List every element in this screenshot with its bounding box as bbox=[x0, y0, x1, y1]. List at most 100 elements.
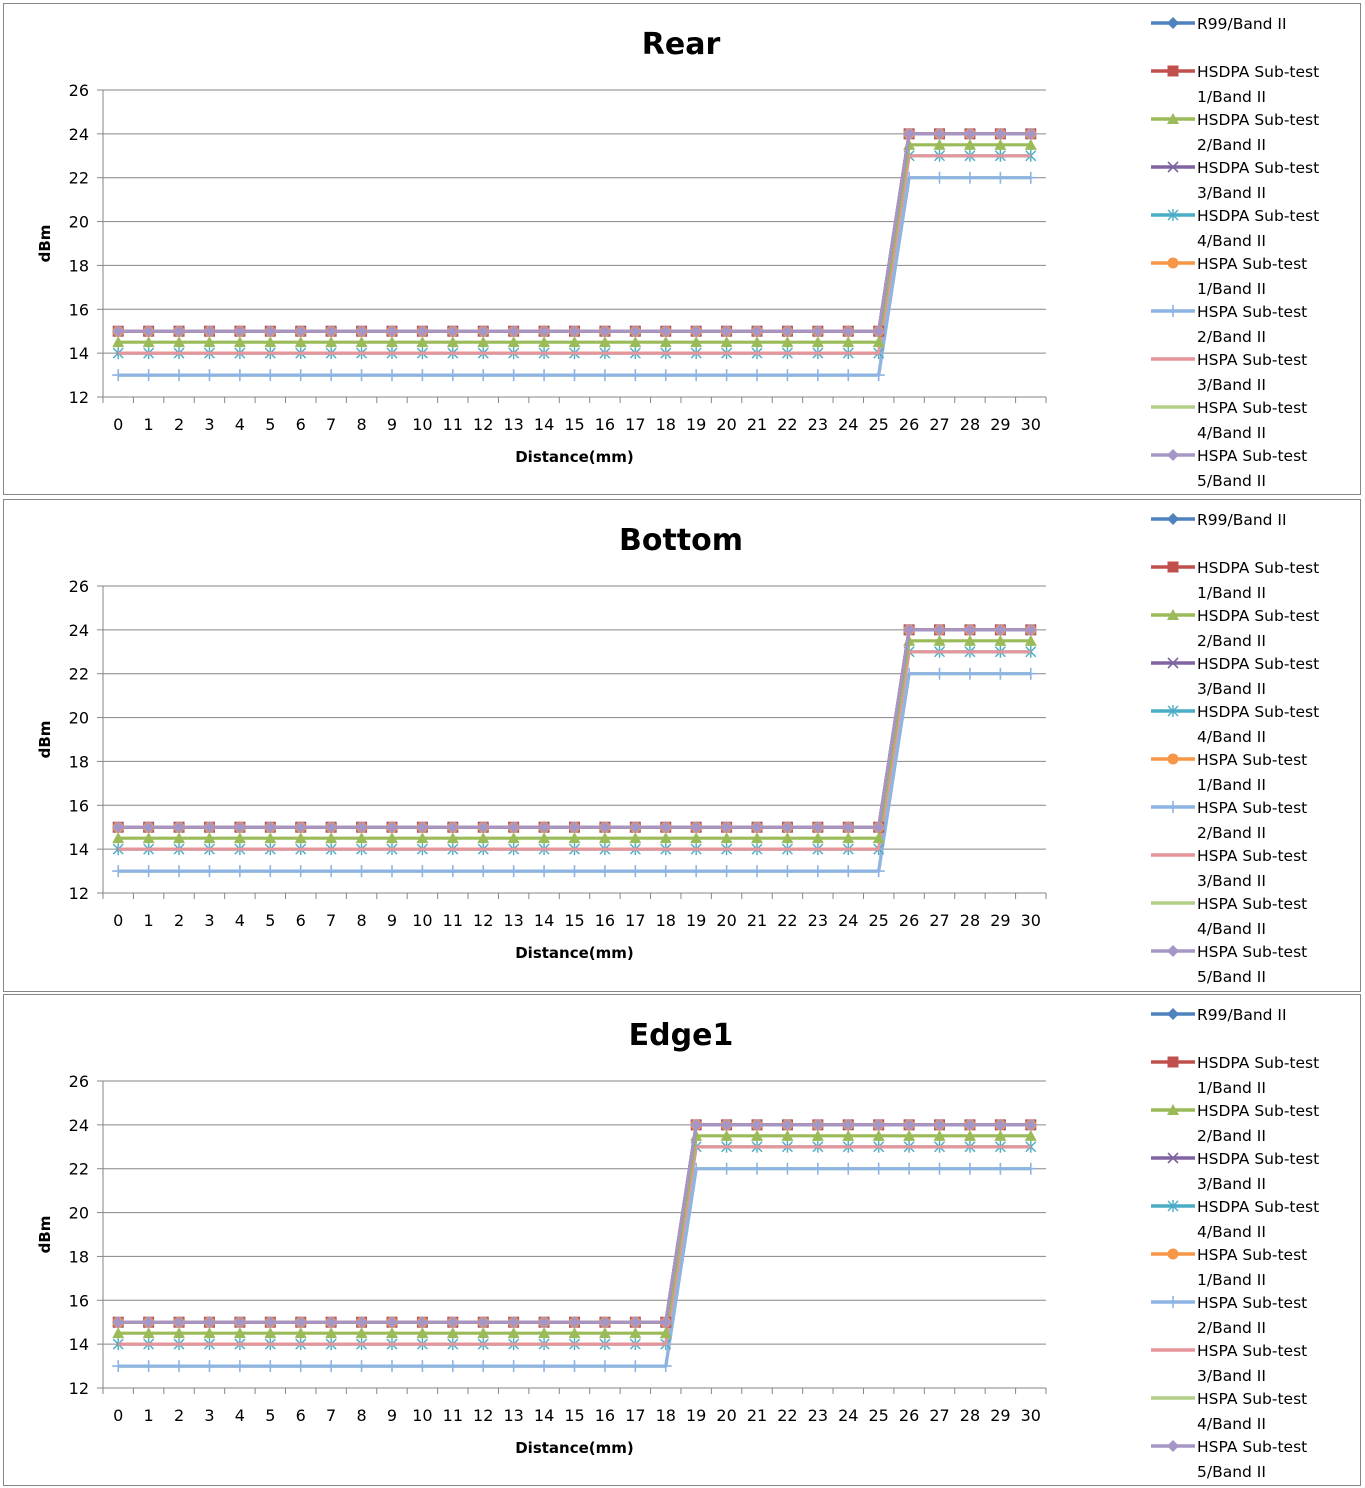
data-point bbox=[294, 821, 307, 834]
x-tick-label: 10 bbox=[412, 911, 432, 930]
legend-marker bbox=[1167, 609, 1179, 620]
data-point bbox=[568, 821, 581, 834]
chart-panel-edge1: Edge1 12 14 16 18 20 22 24 26 0 1 2 3 4 5 6 7 8 9 10 11 12 13 1… bbox=[3, 994, 1361, 1486]
y-tick-label: 20 bbox=[69, 213, 89, 232]
data-point bbox=[233, 821, 246, 834]
series-hspa-sub-test-2-band-ii bbox=[112, 1162, 1037, 1373]
data-point bbox=[720, 325, 733, 338]
data-point bbox=[781, 865, 794, 878]
legend-label-line1: R99/Band II bbox=[1197, 1006, 1287, 1024]
data-point bbox=[811, 821, 824, 834]
data-point bbox=[933, 171, 946, 184]
data-point bbox=[477, 821, 490, 834]
data-point bbox=[933, 667, 946, 680]
series-hspa-sub-test-1-band-ii bbox=[112, 1119, 1037, 1328]
legend-label-line2: 1/Band II bbox=[1197, 776, 1266, 794]
legend-label: HSDPA Sub-test 1/Band II bbox=[1197, 60, 1357, 110]
data-point bbox=[811, 865, 824, 878]
legend-label-line1: HSPA Sub-test bbox=[1197, 799, 1308, 817]
legend-swatch bbox=[1151, 357, 1195, 361]
x-tick-label: 0 bbox=[113, 1406, 123, 1425]
legend-swatch bbox=[1151, 705, 1195, 717]
data-point bbox=[720, 821, 733, 834]
legend-label-line2: 2/Band II bbox=[1197, 824, 1266, 842]
data-point bbox=[994, 1129, 1007, 1141]
data-point bbox=[720, 1129, 733, 1141]
data-point bbox=[781, 1129, 794, 1141]
x-tick-label: 30 bbox=[1021, 1406, 1041, 1425]
data-point bbox=[325, 369, 338, 382]
x-tick-label: 13 bbox=[503, 415, 523, 434]
data-point bbox=[1024, 1162, 1037, 1175]
data-point bbox=[933, 1129, 946, 1141]
legend-label: HSPA Sub-test 5/Band II bbox=[1197, 940, 1357, 990]
y-tick-label: 16 bbox=[69, 300, 89, 319]
legend-label-line2: 3/Band II bbox=[1197, 872, 1266, 890]
x-tick-label: 1 bbox=[144, 911, 154, 930]
data-point bbox=[568, 336, 581, 348]
legend-item: R99/Band II bbox=[1147, 506, 1359, 554]
x-tick-label: 20 bbox=[716, 911, 736, 930]
legend-marker bbox=[1167, 801, 1179, 813]
legend-marker bbox=[1167, 257, 1179, 269]
y-tick-label: 14 bbox=[69, 344, 89, 363]
series-line bbox=[118, 1123, 1031, 1324]
legend-swatch bbox=[1151, 853, 1195, 857]
data-point bbox=[507, 369, 520, 382]
data-point bbox=[538, 336, 551, 348]
y-tick-label: 14 bbox=[69, 840, 89, 859]
x-tick-label: 28 bbox=[960, 1406, 980, 1425]
series-line bbox=[118, 1134, 1031, 1335]
legend-item: HSPA Sub-test 2/Band II bbox=[1147, 1289, 1359, 1337]
legend-label: R99/Band II bbox=[1197, 508, 1357, 533]
data-point bbox=[872, 1162, 885, 1175]
data-point bbox=[629, 1360, 642, 1373]
legend-marker bbox=[1167, 561, 1179, 573]
data-point bbox=[294, 325, 307, 338]
series-hspa-sub-test-5-band-ii bbox=[112, 127, 1037, 338]
data-point bbox=[446, 336, 459, 348]
legend-item: HSDPA Sub-test 1/Band II bbox=[1147, 1049, 1359, 1097]
series-line bbox=[118, 154, 1031, 355]
x-tick-label: 19 bbox=[686, 911, 706, 930]
data-point bbox=[659, 1316, 672, 1329]
legend-marker bbox=[1167, 1056, 1179, 1068]
data-point bbox=[264, 821, 277, 834]
legend-item: HSPA Sub-test 4/Band II bbox=[1147, 394, 1359, 442]
data-point bbox=[872, 1118, 885, 1131]
x-tick-label: 29 bbox=[990, 1406, 1010, 1425]
legend-marker bbox=[1167, 1440, 1179, 1452]
data-point bbox=[416, 1327, 429, 1339]
legend-label-line1: HSDPA Sub-test bbox=[1197, 111, 1320, 129]
legend-marker bbox=[1167, 305, 1179, 317]
data-point bbox=[325, 832, 338, 844]
data-point bbox=[629, 1327, 642, 1339]
legend-swatch bbox=[1151, 1056, 1195, 1068]
x-tick-label: 12 bbox=[473, 415, 493, 434]
data-point bbox=[598, 832, 611, 844]
x-tick-label: 17 bbox=[625, 415, 645, 434]
data-point bbox=[903, 623, 916, 636]
legend-label-line1: HSDPA Sub-test bbox=[1197, 1150, 1320, 1168]
legend-label-line2: 4/Band II bbox=[1197, 920, 1266, 938]
data-point bbox=[1024, 1129, 1037, 1141]
legend-marker bbox=[1167, 449, 1179, 461]
data-point bbox=[264, 325, 277, 338]
x-tick-label: 28 bbox=[960, 911, 980, 930]
x-tick-label: 11 bbox=[443, 1406, 463, 1425]
data-point bbox=[538, 1327, 551, 1339]
series-line bbox=[118, 1123, 1031, 1324]
y-tick-label: 20 bbox=[69, 709, 89, 728]
legend-item: R99/Band II bbox=[1147, 10, 1359, 58]
x-tick-label: 9 bbox=[387, 415, 397, 434]
x-tick-label: 29 bbox=[990, 911, 1010, 930]
legend-label: HSPA Sub-test 3/Band II bbox=[1197, 844, 1357, 894]
data-point bbox=[963, 138, 976, 150]
data-point bbox=[811, 369, 824, 382]
x-tick-label: 14 bbox=[534, 911, 554, 930]
y-tick-label: 26 bbox=[69, 1072, 89, 1091]
data-point bbox=[690, 325, 703, 338]
data-point bbox=[994, 667, 1007, 680]
data-point bbox=[933, 1118, 946, 1131]
legend-label-line1: HSPA Sub-test bbox=[1197, 943, 1308, 961]
